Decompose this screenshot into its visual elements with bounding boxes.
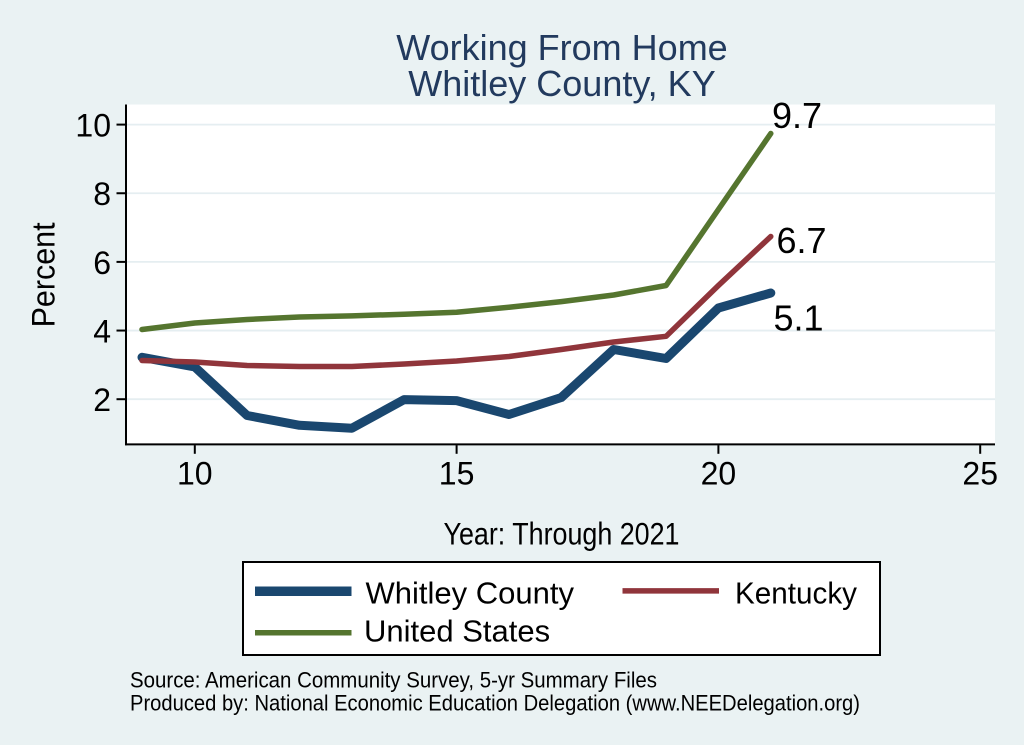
svg-text:6: 6 bbox=[93, 245, 111, 281]
svg-text:Working From Home: Working From Home bbox=[396, 27, 727, 68]
svg-text:Source: American Community Sur: Source: American Community Survey, 5-yr … bbox=[130, 668, 657, 693]
svg-text:10: 10 bbox=[177, 456, 213, 492]
svg-text:9.7: 9.7 bbox=[772, 95, 822, 136]
svg-text:United States: United States bbox=[364, 614, 550, 649]
svg-text:10: 10 bbox=[75, 108, 111, 144]
svg-text:Kentucky: Kentucky bbox=[735, 576, 857, 611]
svg-text:2: 2 bbox=[93, 382, 111, 418]
svg-text:5.1: 5.1 bbox=[774, 298, 824, 339]
svg-text:4: 4 bbox=[93, 314, 111, 350]
svg-text:25: 25 bbox=[962, 456, 998, 492]
svg-text:6.7: 6.7 bbox=[777, 220, 827, 261]
svg-text:Whitley County: Whitley County bbox=[366, 576, 575, 611]
svg-text:15: 15 bbox=[439, 456, 475, 492]
svg-text:Produced by: National Economic: Produced by: National Economic Education… bbox=[130, 691, 860, 716]
svg-text:20: 20 bbox=[701, 456, 737, 492]
svg-text:Percent: Percent bbox=[26, 222, 62, 327]
svg-text:Year: Through 2021: Year: Through 2021 bbox=[444, 516, 680, 552]
svg-text:8: 8 bbox=[93, 176, 111, 212]
svg-text:Whitley County, KY: Whitley County, KY bbox=[408, 63, 715, 104]
